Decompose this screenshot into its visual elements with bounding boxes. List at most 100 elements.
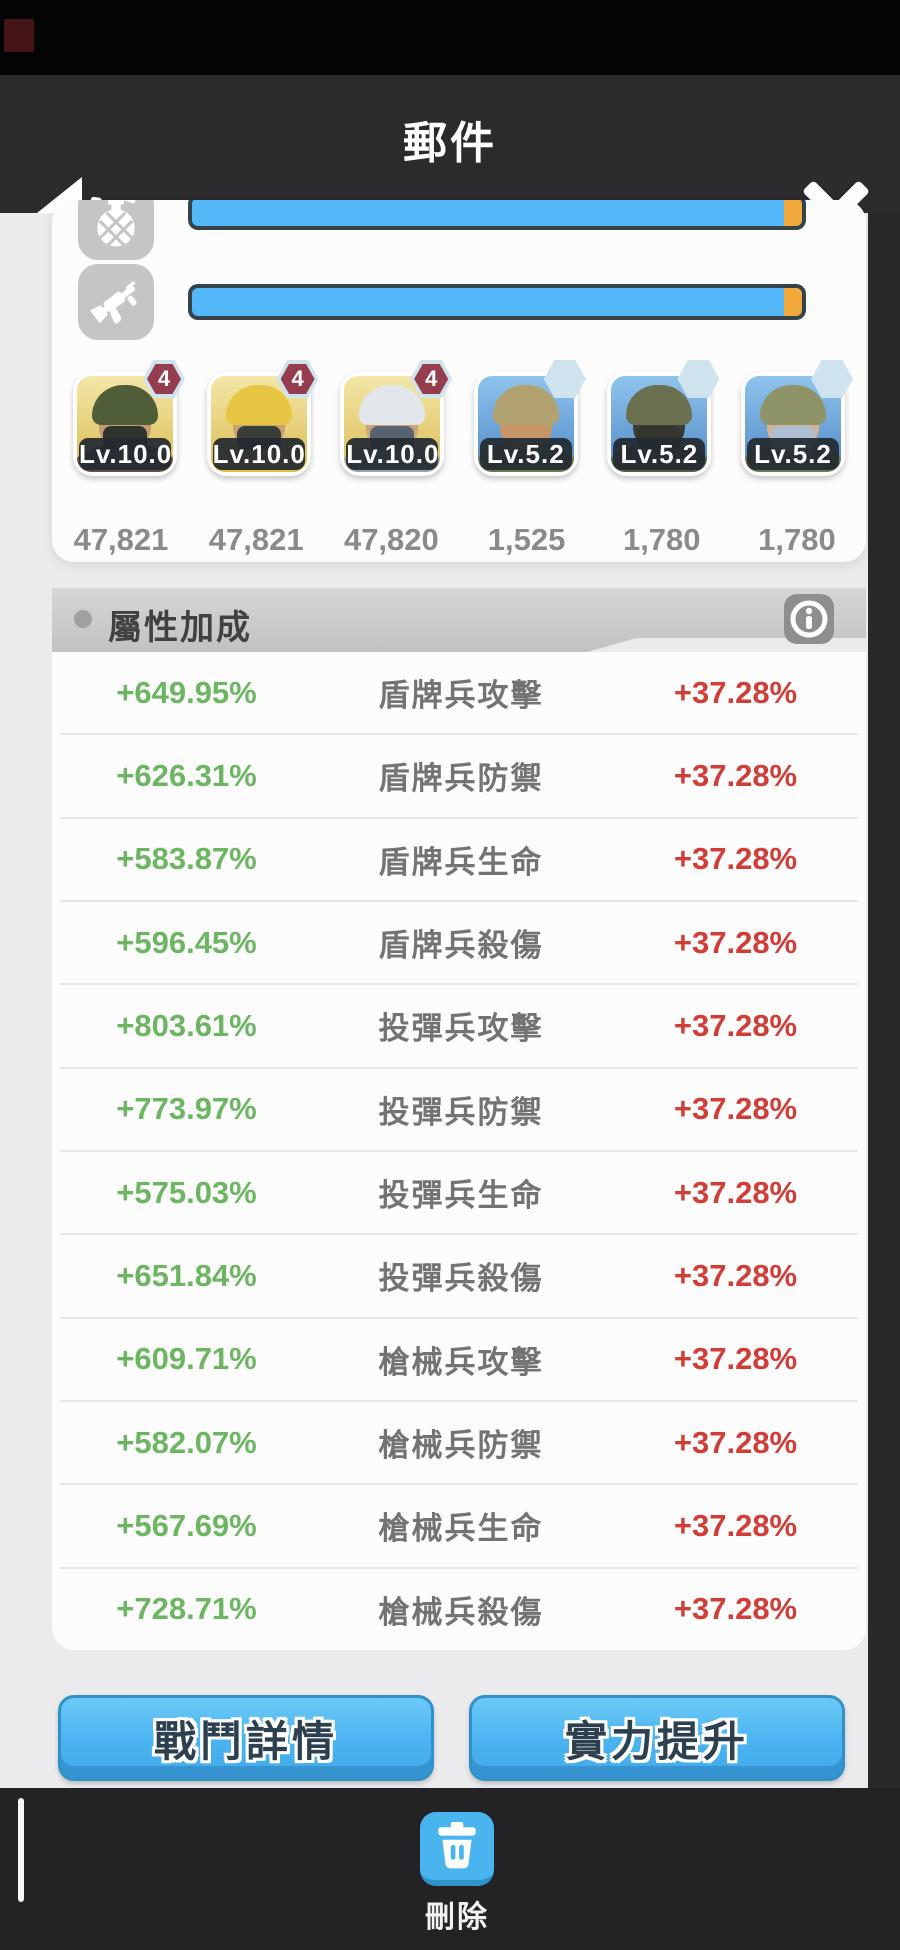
unit-rank-badge: 4 xyxy=(143,360,185,398)
grenade-resource-tile xyxy=(78,200,154,260)
extra-value: +37.28% xyxy=(673,1341,798,1377)
extra-value: +37.28% xyxy=(673,674,798,710)
unit-avatar[interactable]: 4 Lv.10.0 xyxy=(73,360,185,476)
unit-level: Lv.10.0 xyxy=(79,438,173,470)
attribute-label: 盾牌兵殺傷 xyxy=(378,928,544,964)
unit-power-value: 47,821 xyxy=(208,522,304,557)
rifle-resource-tile xyxy=(78,264,154,340)
extra-value: +37.28% xyxy=(673,1507,798,1543)
bonus-value: +803.61% xyxy=(116,1007,257,1043)
bonus-value: +567.69% xyxy=(116,1507,257,1543)
attribute-row: +626.31% 盾牌兵防禦 +37.28% xyxy=(60,733,858,816)
unit-power-value: 1,525 xyxy=(487,522,566,557)
attribute-label: 投彈兵生命 xyxy=(378,1178,544,1214)
unit-level: Lv.10.0 xyxy=(212,438,306,470)
rifle-progress-bar xyxy=(188,284,806,320)
extra-value: +37.28% xyxy=(673,1591,798,1627)
attribute-table: +649.95% 盾牌兵攻擊 +37.28% +626.31% 盾牌兵防禦 +3… xyxy=(52,652,866,1650)
scrollbar-thumb[interactable] xyxy=(18,1798,24,1902)
bonus-value: +583.87% xyxy=(116,841,257,877)
attribute-label: 槍械兵生命 xyxy=(378,1511,544,1547)
extra-value: +37.28% xyxy=(673,841,798,877)
attribute-row: +773.97% 投彈兵防禦 +37.28% xyxy=(60,1066,858,1150)
attribute-row: +651.84% 投彈兵殺傷 +37.28% xyxy=(60,1233,858,1316)
unit-level: Lv.5.2 xyxy=(613,438,706,470)
attribute-row: +596.45% 盾牌兵殺傷 +37.28% xyxy=(60,899,858,983)
trash-icon xyxy=(438,1822,476,1869)
unit-avatar[interactable]: Lv.5.2 xyxy=(473,360,586,476)
attribute-label: 盾牌兵生命 xyxy=(378,844,544,880)
extra-value: +37.28% xyxy=(673,924,798,960)
corner-marker xyxy=(4,19,34,52)
bonus-value: +596.45% xyxy=(116,924,257,960)
attribute-row: +649.95% 盾牌兵攻擊 +37.28% xyxy=(60,652,858,733)
unit-power-value: 1,780 xyxy=(622,522,701,557)
battle-details-button[interactable]: 戰鬥詳情 xyxy=(58,1695,434,1781)
info-button[interactable] xyxy=(784,594,834,644)
attribute-label: 投彈兵殺傷 xyxy=(378,1261,544,1297)
units-card: 4 Lv.10.0 4 Lv.10.0 4 Lv.10.0 xyxy=(52,200,866,562)
attribute-row: +609.71% 槍械兵攻擊 +37.28% xyxy=(60,1316,858,1400)
attribute-row: +728.71% 槍械兵殺傷 +37.28% xyxy=(60,1566,858,1650)
bullet-dot-icon xyxy=(74,610,92,628)
attribute-label: 槍械兵防禦 xyxy=(378,1428,544,1464)
attribute-row: +583.87% 盾牌兵生命 +37.28% xyxy=(60,816,858,900)
attribute-label: 槍械兵殺傷 xyxy=(378,1594,544,1630)
unit-avatar[interactable]: Lv.5.2 xyxy=(607,360,720,476)
progress-tip xyxy=(784,200,802,226)
attribute-row: +575.03% 投彈兵生命 +37.28% xyxy=(60,1149,858,1233)
power-up-button[interactable]: 實力提升 xyxy=(469,1695,845,1781)
attribute-label: 盾牌兵攻擊 xyxy=(378,678,544,714)
attribute-row: +567.69% 槍械兵生命 +37.28% xyxy=(60,1483,858,1566)
unit-power-value: 1,780 xyxy=(758,522,836,557)
attribute-label: 槍械兵攻擊 xyxy=(378,1344,544,1380)
info-icon xyxy=(790,600,828,638)
delete-button[interactable] xyxy=(420,1812,494,1886)
unit-avatar[interactable]: Lv.5.2 xyxy=(740,360,853,476)
bonus-value: +626.31% xyxy=(116,757,257,793)
unit-rank-badge xyxy=(543,360,586,398)
rifle-icon xyxy=(90,281,137,324)
bonus-value: +609.71% xyxy=(116,1341,257,1377)
unit-level: Lv.5.2 xyxy=(479,438,572,470)
unit-level: Lv.5.2 xyxy=(746,438,839,470)
attribute-row: +803.61% 投彈兵攻擊 +37.28% xyxy=(60,983,858,1066)
extra-value: +37.28% xyxy=(673,1424,798,1460)
units-row: 4 Lv.10.0 4 Lv.10.0 4 Lv.10.0 xyxy=(73,360,853,476)
page-title: 郵件 xyxy=(403,119,497,168)
unit-avatar[interactable]: 4 Lv.10.0 xyxy=(206,360,319,476)
grenade-progress-bar xyxy=(188,200,806,230)
attribute-section-title: 屬性加成 xyxy=(108,609,252,647)
bonus-value: +649.95% xyxy=(116,674,257,710)
unit-power-value: 47,821 xyxy=(73,522,169,557)
unit-rank-badge: 4 xyxy=(276,360,319,398)
attribute-label: 盾牌兵防禦 xyxy=(378,761,544,797)
extra-value: +37.28% xyxy=(673,1091,798,1127)
unit-powers-row: 47,821 47,821 47,820 1,525 1,780 1,780 xyxy=(73,522,845,558)
titlebar: 郵件 xyxy=(0,75,900,257)
bonus-value: +582.07% xyxy=(116,1424,257,1460)
unit-rank-badge xyxy=(810,360,853,398)
bonus-value: +728.71% xyxy=(116,1591,257,1627)
right-edge-strip xyxy=(868,213,900,1788)
unit-rank-badge xyxy=(677,360,720,398)
attribute-label: 投彈兵防禦 xyxy=(378,1094,544,1130)
extra-value: +37.28% xyxy=(673,1007,798,1043)
bonus-value: +575.03% xyxy=(116,1174,257,1210)
unit-level: Lv.10.0 xyxy=(346,438,440,470)
extra-value: +37.28% xyxy=(673,1257,798,1293)
status-bar xyxy=(0,0,900,75)
grenade-icon xyxy=(97,200,136,248)
unit-avatar[interactable]: 4 Lv.10.0 xyxy=(340,360,453,476)
extra-value: +37.28% xyxy=(673,1174,798,1210)
unit-rank-badge: 4 xyxy=(410,360,453,398)
attribute-row: +582.07% 槍械兵防禦 +37.28% xyxy=(60,1399,858,1483)
delete-label: 刪除 xyxy=(425,1901,489,1934)
bonus-value: +651.84% xyxy=(116,1257,257,1293)
attribute-label: 投彈兵攻擊 xyxy=(378,1011,544,1047)
bonus-value: +773.97% xyxy=(116,1091,257,1127)
progress-tip xyxy=(784,288,802,316)
extra-value: +37.28% xyxy=(673,757,798,793)
unit-power-value: 47,820 xyxy=(343,522,439,557)
